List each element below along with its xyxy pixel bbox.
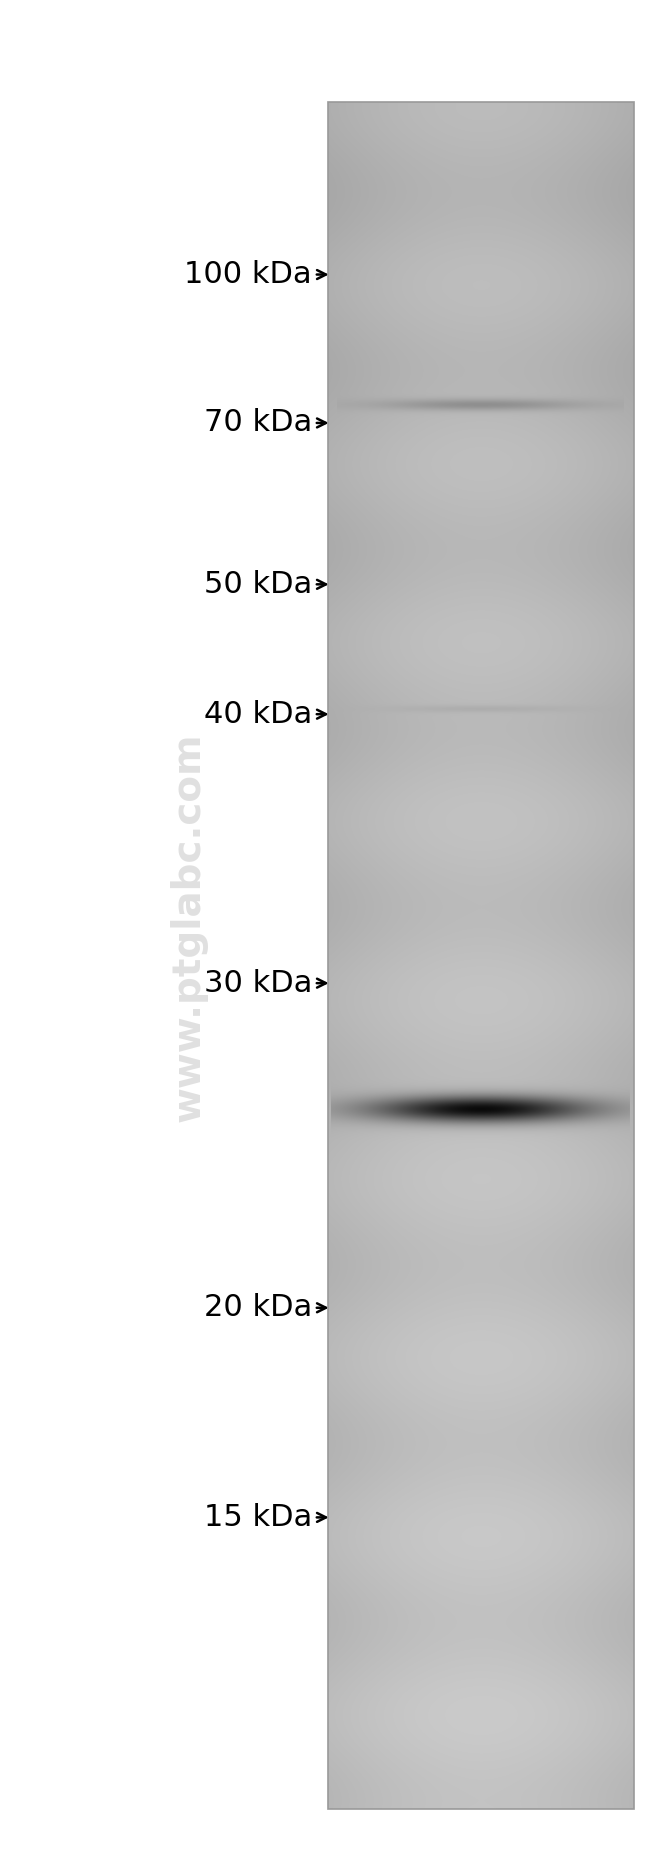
Text: 50 kDa: 50 kDa [203,569,312,599]
Text: 40 kDa: 40 kDa [203,699,312,729]
Text: www.ptglabc.com: www.ptglabc.com [170,733,207,1122]
Text: 20 kDa: 20 kDa [203,1293,312,1323]
Text: 100 kDa: 100 kDa [185,260,312,289]
Text: 15 kDa: 15 kDa [203,1503,312,1532]
Text: 70 kDa: 70 kDa [203,408,312,438]
Text: 30 kDa: 30 kDa [203,968,312,998]
Bar [328,102,634,1809]
